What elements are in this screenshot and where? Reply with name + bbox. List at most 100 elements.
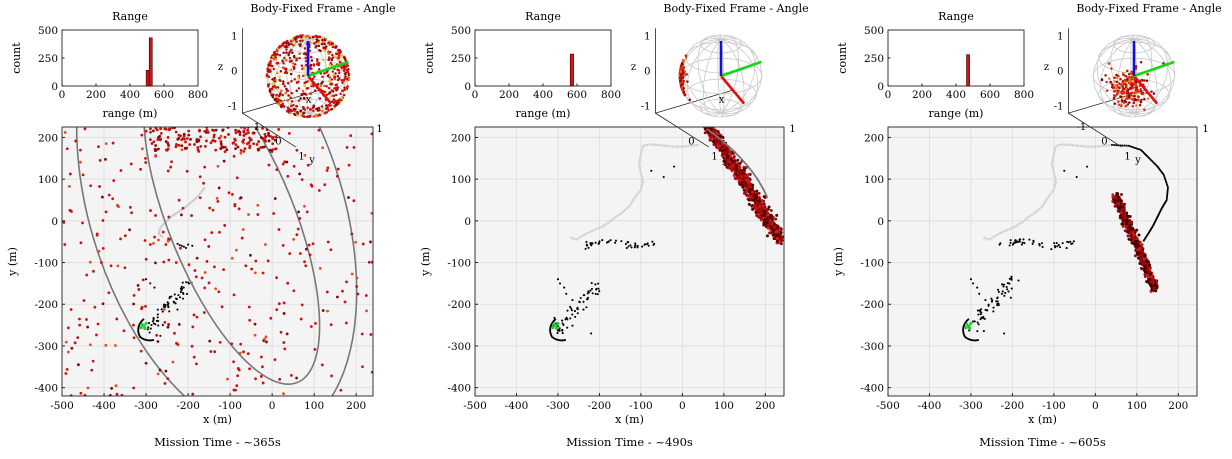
- sphere-point: [1152, 92, 1156, 95]
- estimate-point: [1122, 213, 1126, 217]
- sphere-point: [292, 54, 296, 58]
- estimate-point: [1116, 195, 1120, 199]
- estimate-point: [81, 221, 84, 225]
- estimate-point: [314, 322, 317, 325]
- track-point: [973, 320, 976, 323]
- track-point: [152, 317, 155, 320]
- sphere-point: [1113, 102, 1116, 105]
- sphere-point: [334, 93, 338, 97]
- estimate-point: [132, 323, 135, 327]
- estimate-point: [177, 322, 181, 326]
- sphere-point: [1104, 74, 1107, 77]
- longitude-line: [717, 34, 725, 118]
- sphere-point: [301, 39, 304, 42]
- histogram-bar: [569, 53, 574, 87]
- estimate-point: [227, 191, 231, 195]
- estimate-point: [248, 136, 251, 140]
- sphere-point: [1100, 78, 1104, 82]
- estimate-point: [187, 133, 191, 137]
- track-point: [173, 293, 176, 296]
- body-y-axis: [1133, 60, 1175, 78]
- estimate-point: [734, 167, 738, 171]
- estimate-point: [1139, 259, 1143, 263]
- estimate-point: [713, 128, 717, 132]
- sphere-point: [317, 62, 321, 65]
- estimate-point: [190, 214, 193, 217]
- estimate-point: [320, 363, 324, 367]
- estimate-point: [243, 127, 247, 130]
- estimate-point: [246, 352, 250, 356]
- hist-y-tick-label: 0: [877, 81, 884, 93]
- sphere-point: [1123, 78, 1127, 82]
- track-point: [1000, 292, 1003, 295]
- sphere-point: [343, 77, 347, 80]
- sphere-point: [298, 43, 301, 47]
- sphere-point: [335, 83, 339, 86]
- estimate-point: [702, 121, 705, 124]
- estimate-point: [219, 142, 223, 146]
- estimate-point: [213, 350, 217, 354]
- sphere-point: [337, 56, 340, 60]
- sphere-point: [684, 93, 687, 96]
- sphere-y-label: y: [721, 155, 728, 166]
- sphere-point: [312, 85, 315, 88]
- start-point: [556, 321, 560, 326]
- sphere-point: [301, 112, 305, 115]
- estimate-point: [227, 133, 230, 136]
- estimate-point: [223, 224, 227, 227]
- estimate-point: [136, 284, 140, 287]
- estimate-point: [305, 210, 309, 214]
- sphere-points: [678, 54, 692, 101]
- estimate-point: [185, 137, 189, 140]
- estimate-point: [753, 206, 757, 210]
- track-point: [181, 281, 184, 284]
- estimate-point: [97, 249, 101, 253]
- sphere-point: [303, 84, 306, 88]
- estimate-point: [758, 204, 762, 208]
- estimate-point: [708, 124, 711, 127]
- track-point: [1115, 144, 1118, 147]
- estimate-point: [239, 342, 243, 346]
- estimate-point: [213, 129, 216, 132]
- estimate-point: [765, 221, 769, 225]
- sphere-y-label: y: [308, 155, 315, 166]
- hist-x-tick-label: 800: [188, 89, 208, 101]
- estimate-point: [241, 140, 245, 144]
- sphere-point: [278, 75, 281, 78]
- track-point: [634, 244, 637, 247]
- sphere-point: [292, 103, 295, 107]
- hist-y-tick-label: 250: [38, 53, 58, 65]
- estimate-point: [742, 191, 746, 195]
- sphere-point: [311, 35, 315, 39]
- body-x-axis: [307, 75, 333, 105]
- track-point: [152, 318, 155, 321]
- estimate-point: [298, 172, 302, 176]
- sphere-point: [287, 94, 290, 97]
- estimate-point: [230, 342, 234, 346]
- map-x-label: x (m): [615, 413, 644, 426]
- estimate-point: [1126, 226, 1130, 230]
- x-tick-label: -500: [50, 400, 74, 412]
- sphere-point: [331, 53, 334, 57]
- sphere-point: [347, 72, 351, 76]
- sphere-point: [272, 67, 276, 71]
- sphere-point: [296, 112, 300, 115]
- track-point: [180, 244, 183, 247]
- estimate-point: [208, 339, 212, 343]
- estimate-point: [88, 343, 92, 347]
- track-point: [571, 324, 574, 327]
- sphere-point: [1113, 80, 1117, 83]
- sphere-point: [303, 73, 307, 77]
- track-point: [1014, 239, 1017, 242]
- sphere-point: [310, 67, 313, 70]
- estimate-point: [128, 228, 132, 232]
- estimate-point: [89, 184, 93, 188]
- estimate-point: [101, 195, 104, 199]
- estimate-point: [111, 197, 115, 201]
- sphere-point: [275, 49, 278, 52]
- sphere-point: [1120, 92, 1124, 96]
- estimate-point: [354, 240, 357, 244]
- estimate-point: [261, 365, 264, 369]
- track-point: [1009, 239, 1012, 242]
- x-tick-label: -100: [1042, 400, 1066, 412]
